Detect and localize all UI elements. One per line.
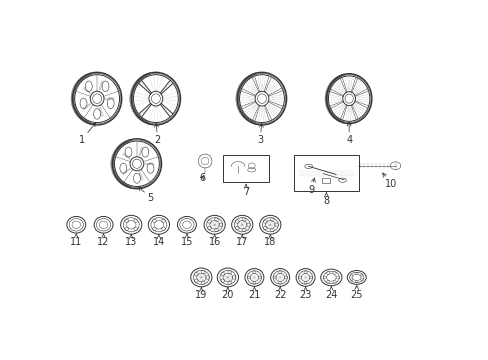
Text: 18: 18 bbox=[264, 234, 276, 247]
Text: 9: 9 bbox=[307, 178, 315, 194]
Text: 25: 25 bbox=[350, 285, 362, 300]
Text: 19: 19 bbox=[195, 287, 207, 300]
Text: 13: 13 bbox=[125, 234, 137, 247]
Text: 6: 6 bbox=[199, 174, 205, 184]
Text: 20: 20 bbox=[221, 287, 234, 300]
Text: 21: 21 bbox=[248, 287, 260, 300]
Text: 22: 22 bbox=[273, 287, 286, 300]
Text: 10: 10 bbox=[382, 173, 396, 189]
Text: 12: 12 bbox=[97, 234, 109, 247]
Text: 7: 7 bbox=[243, 184, 249, 197]
Text: 16: 16 bbox=[208, 234, 220, 247]
Text: 17: 17 bbox=[236, 234, 248, 247]
Text: 23: 23 bbox=[299, 287, 311, 300]
Text: 3: 3 bbox=[257, 123, 263, 145]
Text: 14: 14 bbox=[152, 234, 164, 247]
Text: 8: 8 bbox=[323, 193, 329, 206]
Text: 1: 1 bbox=[79, 123, 96, 145]
Text: 2: 2 bbox=[154, 123, 161, 145]
Text: 11: 11 bbox=[70, 234, 82, 247]
Text: 15: 15 bbox=[181, 234, 193, 247]
Text: 24: 24 bbox=[325, 287, 337, 300]
Text: 5: 5 bbox=[138, 186, 153, 203]
Text: 4: 4 bbox=[346, 122, 351, 145]
